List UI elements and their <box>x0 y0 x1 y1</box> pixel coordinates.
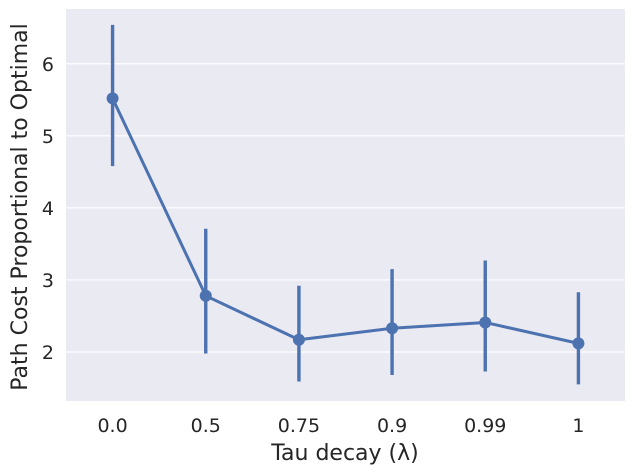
x-tick-label: 0.9 <box>377 415 407 437</box>
x-tick-label: 0.0 <box>97 415 127 437</box>
x-tick-label: 0.5 <box>191 415 221 437</box>
y-tick-label: 4 <box>42 198 54 220</box>
y-tick-label: 6 <box>42 54 54 76</box>
x-tick-labels: 0.0 0.5 0.75 0.9 0.99 1 <box>97 415 584 437</box>
plot-area <box>66 9 625 401</box>
data-point <box>106 92 119 105</box>
data-point <box>386 322 399 335</box>
data-point <box>479 316 492 329</box>
y-axis-label: Path Cost Proportional to Optimal <box>8 23 33 390</box>
gridlines <box>66 63 625 353</box>
y-tick-label: 3 <box>42 270 54 292</box>
y-tick-label: 5 <box>42 126 54 148</box>
data-point <box>572 337 585 350</box>
series-line <box>111 97 579 345</box>
data-point <box>292 333 305 346</box>
data-point <box>199 289 212 302</box>
x-tick-label: 0.99 <box>464 415 506 437</box>
x-axis-label: Tau decay (λ) <box>270 441 419 466</box>
x-tick-label: 0.75 <box>278 415 320 437</box>
y-tick-label: 2 <box>42 342 54 364</box>
x-tick-label: 1 <box>572 415 584 437</box>
data-points <box>106 92 585 350</box>
y-tick-labels: 2 3 4 5 6 <box>42 54 54 364</box>
